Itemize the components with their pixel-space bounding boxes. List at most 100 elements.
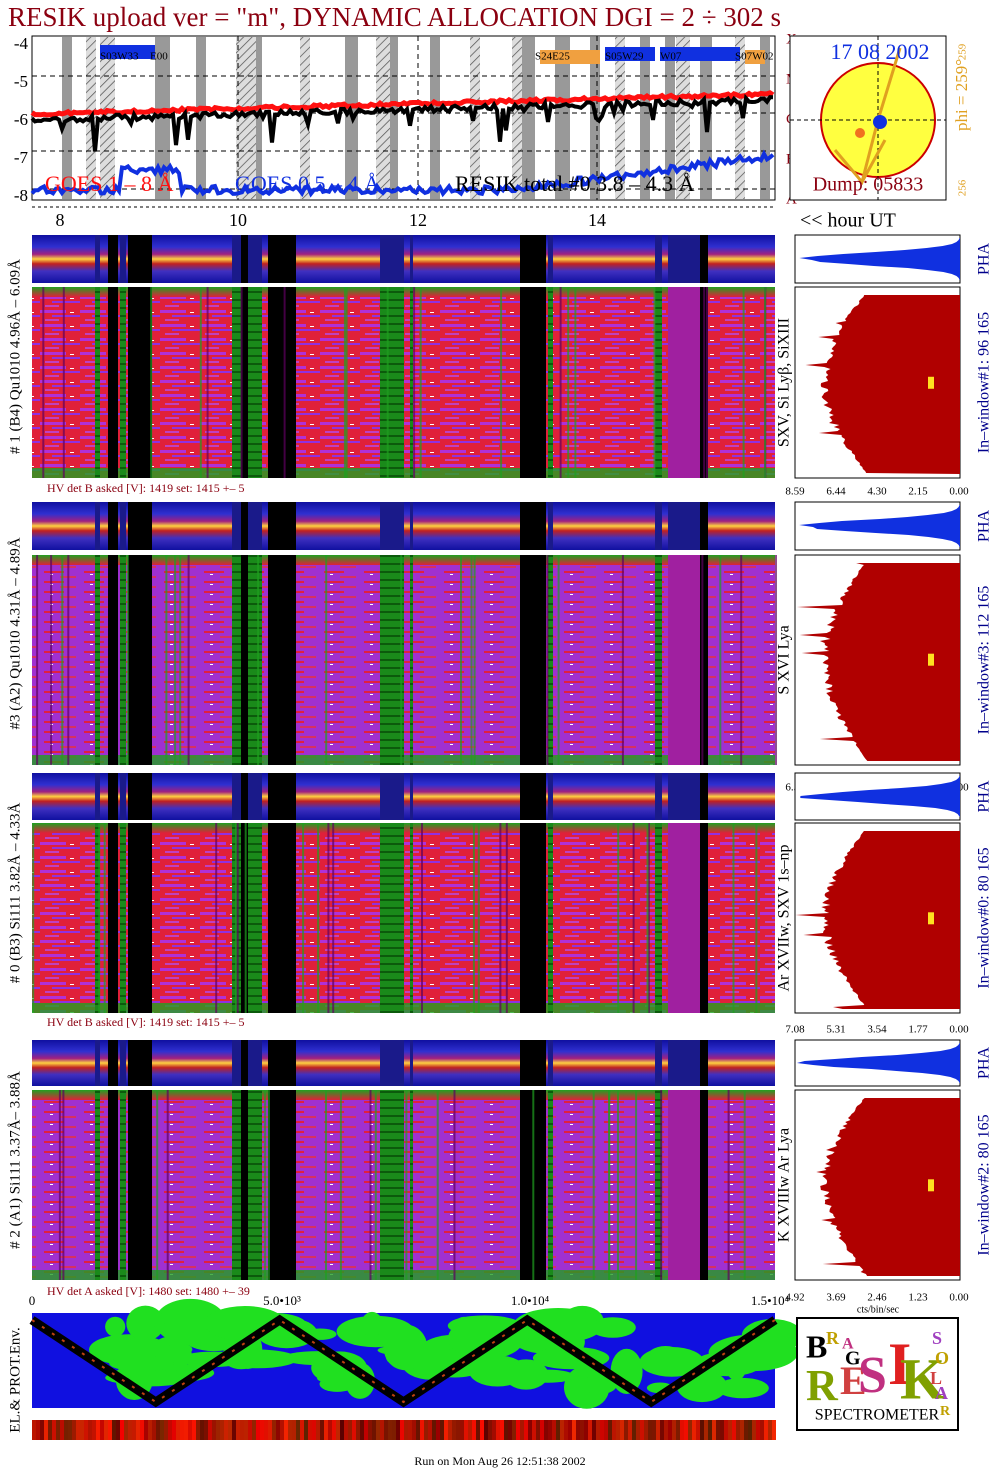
environment-strip [316,1420,320,1440]
data-streak-column [706,287,708,478]
data-gap-column [655,555,662,765]
region-box [100,45,155,59]
data-streak-column [592,1090,595,1280]
environment-blob [166,1343,193,1356]
environment-strip [148,1420,152,1440]
environment-strip [340,1420,344,1440]
hatched-gap [236,37,256,199]
data-streak-column [574,287,577,478]
environment-strip [476,1420,480,1440]
data-streak-column [126,555,129,765]
data-gap-column [548,1040,553,1086]
y-tick-label: -8 [14,186,28,205]
data-gap-column [241,773,248,820]
line-ids: SXV, Si Lyβ, SiXIII [776,318,793,447]
data-streak-column [98,823,101,1013]
environment-strip [92,1420,96,1440]
environment-strip [392,1420,396,1440]
legend-entry: RESIK total #0 3.8 – 4.3 Å [455,171,695,196]
environment-strip [608,1420,612,1440]
environment-strip [420,1420,424,1440]
environment-strip [560,1420,564,1440]
data-streak-column [500,287,503,478]
environment-strip [460,1420,464,1440]
environment-strip [100,1420,104,1440]
environment-strip [532,1420,536,1440]
environment-strip [712,1420,716,1440]
data-gap-column [268,1090,296,1280]
environment-strip [136,1420,140,1440]
environment-strip [696,1420,700,1440]
environment-strip [256,1420,260,1440]
data-gap-column [655,235,662,283]
environment-strip [160,1420,164,1440]
data-gap-column [241,235,248,283]
hv-status: HV det B asked [V]: 1419 set: 1415 +– 5 [47,481,245,495]
data-streak-column [764,287,767,478]
environment-strip [192,1420,196,1440]
data-streak-column [206,287,209,478]
hour-tick-label: 12 [409,210,427,230]
data-gap-column [700,1040,708,1086]
pha-label: PHA [976,510,993,542]
data-gap-column [128,773,152,820]
environment-strip [300,1420,304,1440]
data-gap-column [380,823,404,1013]
environment-strip [548,1420,552,1440]
environment-strip [232,1420,236,1440]
environment-strip [44,1420,48,1440]
pointing-arrows [833,47,902,186]
date: 17 08 2002 [831,39,930,64]
line-ids: Ar XVIIw, SXV 1s–np [776,844,793,991]
window-marker [928,1179,934,1192]
data-streak-column [386,287,389,478]
environment-strip [204,1420,208,1440]
hist-tick-label: 4.92 [785,1292,804,1304]
environment-strip [636,1420,640,1440]
window-marker [928,653,934,666]
environment-strip [116,1420,120,1440]
data-gap-column [548,235,553,283]
data-gap-column [668,235,700,283]
data-gap-column [95,1040,100,1086]
data-gap [62,37,72,199]
data-streak-column [703,287,706,478]
environment-strip [552,1420,556,1440]
hist-tick-label: 2.15 [908,486,928,498]
data-gap-column [120,555,126,765]
environment-strip [520,1420,524,1440]
hist-tick-label: 4.30 [867,486,887,498]
data-gap-column [108,1090,118,1280]
data-gap-column [700,1090,708,1280]
environment-strip [140,1420,144,1440]
data-gap-column [120,773,126,820]
environment-blob [154,1322,210,1333]
environment-strip [328,1420,332,1440]
environment-strip [372,1420,376,1440]
environment-strip [752,1420,756,1440]
environment-strip [480,1420,484,1440]
environment-strip [196,1420,200,1440]
environment-strip [700,1420,704,1440]
data-streak-column [302,823,305,1013]
environment-strip [468,1420,472,1440]
environment-blob [109,1355,174,1372]
data-streak-column [701,555,704,765]
data-streak-column [646,823,649,1013]
environment-strip [268,1420,272,1440]
environment-blob [383,1324,428,1371]
pha-label: PHA [976,243,993,275]
data-streak-column [400,555,403,765]
environment-strip [376,1420,380,1440]
data-streak-column [50,555,53,765]
bottom-tick-label: 1.0•10⁴ [511,1293,550,1308]
legend-entry: GOES 0.5 – 4 Å [235,171,380,196]
environment-strip [132,1420,136,1440]
data-gap-column [655,1090,662,1280]
logo-letter: I [888,1331,911,1397]
data-streak-column [460,555,462,765]
environment-strip [676,1420,680,1440]
environment-strip [624,1420,628,1440]
environment-strip [280,1420,284,1440]
